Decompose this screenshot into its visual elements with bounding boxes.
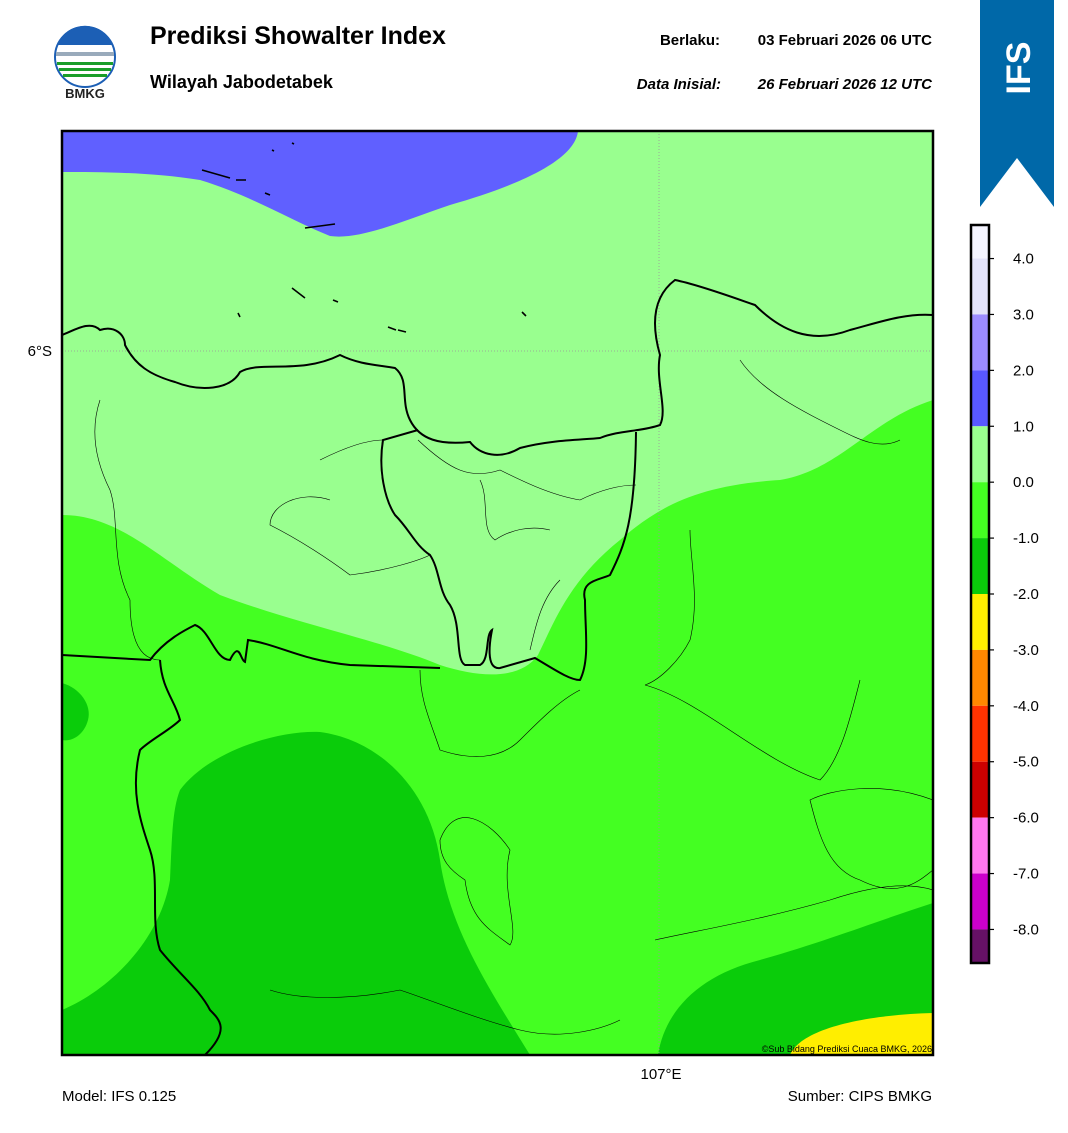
subtitle: Wilayah Jabodetabek	[150, 72, 334, 92]
field-yellow	[790, 1013, 933, 1055]
province-border	[62, 623, 441, 669]
colorbar-band	[971, 482, 989, 539]
colorbar-band	[971, 929, 989, 963]
colorbar-tick-label: -6.0	[1013, 810, 1039, 827]
colorbar-tick-label: 4.0	[1013, 251, 1034, 268]
colorbar-band	[971, 873, 989, 930]
colorbar-band	[971, 258, 989, 315]
valid-label: Berlaku:	[660, 32, 720, 49]
regency-border	[94, 359, 933, 1035]
title: Prediksi Showalter Index	[150, 22, 446, 50]
model-label: Model: IFS 0.125	[62, 1088, 176, 1105]
province-border	[134, 659, 222, 1055]
field-blue	[62, 131, 578, 237]
colorbar-band	[971, 649, 989, 706]
province-border	[380, 429, 637, 682]
init-label: Data Inisial:	[637, 76, 721, 93]
colorbar-tick-label: 1.0	[1013, 418, 1034, 435]
field-dark-green	[658, 903, 933, 1055]
source-label: Sumber: CIPS BMKG	[788, 1088, 932, 1105]
field-dark-green	[62, 683, 89, 741]
coastline	[62, 278, 933, 456]
colorbar-tick-label: -8.0	[1013, 921, 1039, 938]
colorbar-tick-label: -7.0	[1013, 866, 1039, 883]
logo: BMKG	[54, 25, 116, 101]
colorbar-band	[971, 817, 989, 874]
logo-text: BMKG	[65, 86, 105, 101]
lon-label: 107°E	[640, 1066, 681, 1083]
map: ©Sub Bidang Prediksi Cuaca BMKG, 2026 6°…	[28, 129, 935, 1083]
valid-time: 03 Februari 2026 06 UTC	[758, 32, 932, 49]
islands	[201, 142, 527, 333]
colorbar-band	[971, 426, 989, 483]
colorbar-tick-label: 2.0	[1013, 362, 1034, 379]
colorbar-band	[971, 594, 989, 650]
field-dark-green	[62, 731, 530, 1055]
badge: IFS	[980, 0, 1054, 207]
colorbar-band	[971, 538, 989, 594]
credit: ©Sub Bidang Prediksi Cuaca BMKG, 2026	[762, 1044, 932, 1054]
colorbar-tick-label: -1.0	[1013, 530, 1039, 547]
colorbar: 4.0 3.0 2.0 1.0 0.0 -1.0 -2.0 -3.0 -4.0 -5.0 -6.0 -…	[969, 223, 1039, 965]
init-time: 26 Februari 2026 12 UTC	[757, 76, 933, 93]
colorbar-tick-label: -3.0	[1013, 642, 1039, 659]
colorbar-tick-label: -2.0	[1013, 586, 1039, 603]
map-frame	[60, 129, 935, 1057]
colorbar-tick-label: 0.0	[1013, 474, 1034, 491]
colorbar-band	[971, 370, 989, 427]
colorbar-tick-label: 3.0	[1013, 306, 1034, 323]
colorbar-band	[971, 761, 989, 818]
colorbar-tick-label: -4.0	[1013, 698, 1039, 715]
lat-label: 6°S	[28, 343, 52, 360]
colorbar-band	[971, 314, 989, 371]
badge-text: IFS	[1000, 42, 1038, 95]
colorbar-band	[971, 705, 989, 762]
colorbar-tick-label: -5.0	[1013, 754, 1039, 771]
colorbar-band	[971, 225, 989, 259]
